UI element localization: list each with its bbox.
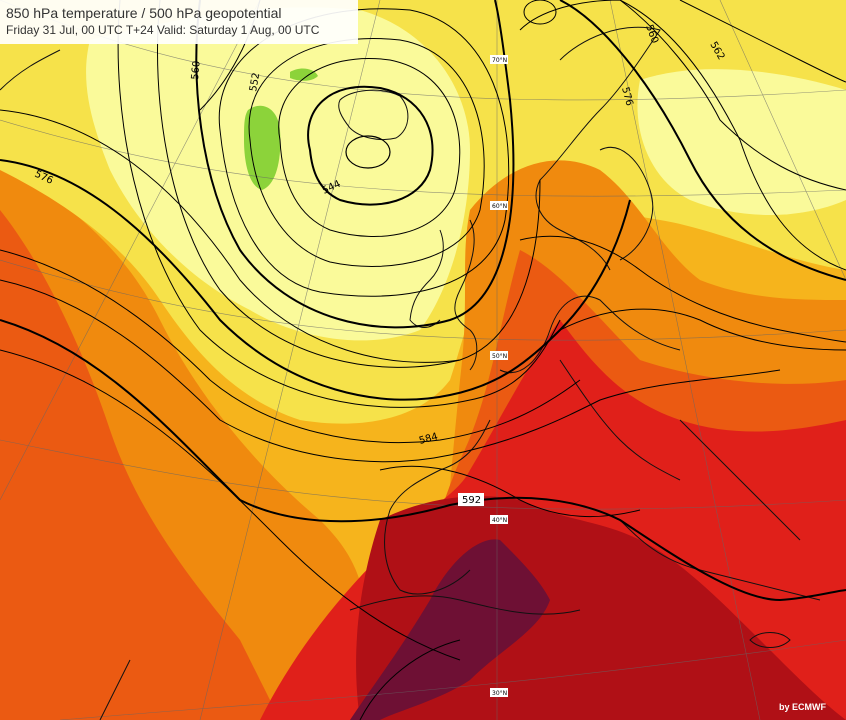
contour-label-560: 560 bbox=[190, 60, 203, 80]
lat-label-60: 60°N bbox=[492, 203, 507, 210]
lat-label-70: 70°N bbox=[492, 57, 507, 64]
contour-label-592-box bbox=[458, 493, 484, 506]
temp-band-cold-green bbox=[244, 105, 281, 190]
contour-label-552: 552 bbox=[248, 72, 262, 93]
lat-label-50: 50°N bbox=[492, 353, 507, 360]
map-title: 850 hPa temperature / 500 hPa geopotenti… bbox=[6, 5, 282, 21]
latitude-labels: 70°N 60°N 50°N 40°N 30°N bbox=[490, 55, 508, 697]
map-subtitle: Friday 31 Jul, 00 UTC T+24 Valid: Saturd… bbox=[6, 23, 320, 37]
lat-label-30: 30°N bbox=[492, 690, 507, 697]
contour-544 bbox=[307, 85, 434, 206]
contour-584 bbox=[0, 279, 781, 463]
contour-label-584: 584 bbox=[418, 431, 439, 447]
temp-band-cold-green-small bbox=[290, 68, 318, 81]
contour-560 bbox=[195, 0, 515, 329]
contour-low-centre bbox=[345, 135, 391, 169]
contour-576 bbox=[0, 159, 631, 401]
contour-label-592: 592 bbox=[462, 495, 481, 506]
temp-band-redorange-west bbox=[0, 210, 280, 720]
map-title-box: 850 hPa temperature / 500 hPa geopotenti… bbox=[0, 0, 358, 44]
ecmwf-credit: by ECMWF bbox=[779, 702, 826, 712]
contour-label-576b: 576 bbox=[619, 86, 635, 107]
contour-552 bbox=[248, 38, 485, 267]
temp-band-pale-yellow-east bbox=[637, 69, 846, 215]
lat-label-40: 40°N bbox=[492, 517, 507, 524]
temp-band-maroon bbox=[350, 539, 550, 720]
